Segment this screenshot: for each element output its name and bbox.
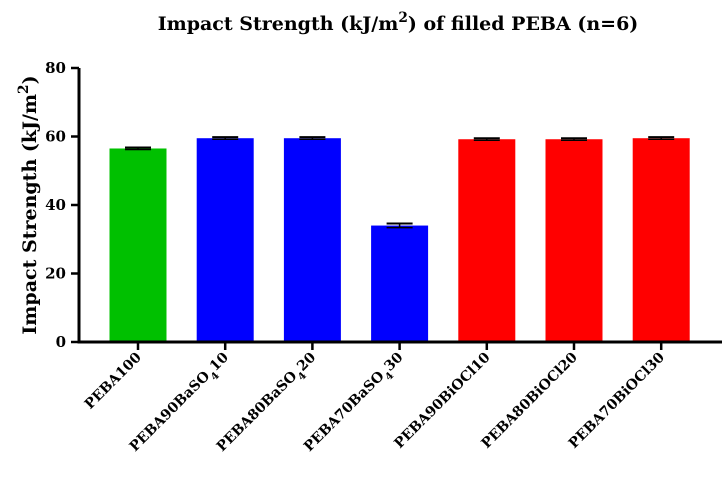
bar-PEBA80BiOCl20	[545, 139, 603, 342]
y-tick-label: 40	[45, 196, 66, 214]
bar-PEBA90BiOCl10	[458, 139, 516, 342]
bar-PEBA100	[109, 148, 167, 342]
x-tick-label: PEBA90BiOCl10	[391, 349, 493, 451]
x-tick-label: PEBA70BiOCl30	[566, 349, 668, 451]
bar-PEBA70BiOCl30	[632, 138, 690, 342]
x-tick-label: PEBA100	[82, 349, 145, 412]
chart-title: Impact Strength (kJ/m2) of filled PEBA (…	[158, 10, 639, 35]
y-tick-label: 80	[45, 59, 66, 77]
y-tick-label: 60	[45, 128, 66, 146]
bar-PEBA70BaSO₄30	[371, 225, 429, 342]
x-tick-label: PEBA80BiOCl20	[479, 349, 581, 451]
y-tick-label: 0	[56, 333, 66, 351]
bar-PEBA90BaSO₄10	[196, 138, 254, 342]
bar-PEBA80BaSO₄20	[283, 138, 341, 342]
y-axis-label: Impact Strength (kJ/m2)	[16, 75, 41, 334]
plot-area: PEBA100PEBA90BaSO410PEBA80BaSO420PEBA70B…	[45, 59, 722, 455]
y-tick-label: 20	[45, 265, 66, 283]
